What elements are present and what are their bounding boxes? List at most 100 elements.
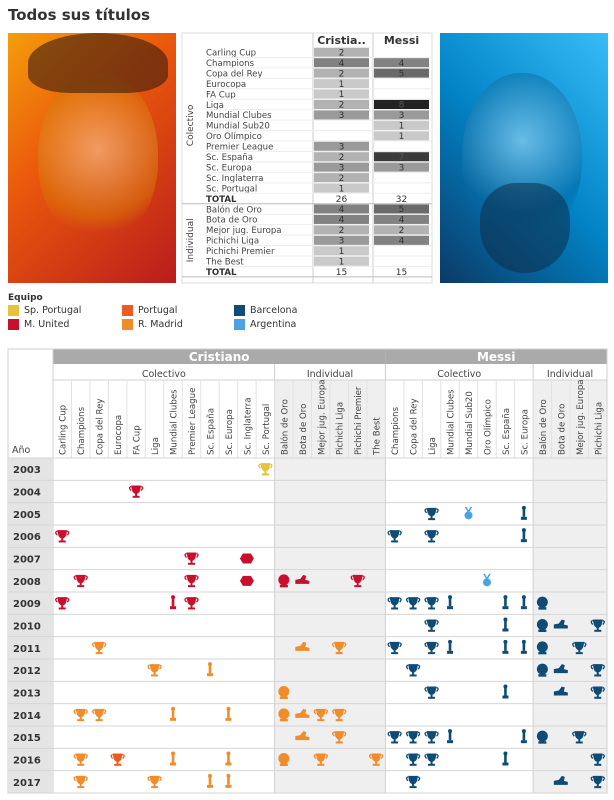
- cup-stem: [393, 739, 396, 742]
- cup-handles: [147, 664, 162, 670]
- cup-body: [371, 753, 382, 762]
- column-label: Sc. Europa: [520, 409, 530, 455]
- cup-body: [149, 664, 160, 673]
- trophy-icon: [590, 664, 605, 677]
- trophy-icon: [405, 753, 421, 766]
- trophy-icon: [225, 706, 232, 721]
- slim-mark: [171, 753, 175, 763]
- cup-body: [149, 775, 160, 785]
- trophy-icon: [332, 731, 347, 744]
- cup-body: [75, 574, 86, 584]
- trophy-icon: [73, 775, 88, 789]
- column-label: Champions: [77, 406, 87, 455]
- cup-body: [592, 619, 603, 628]
- summary-cell: [314, 141, 369, 151]
- summary-row-label: Sc. Europa: [206, 163, 252, 173]
- cup-base: [391, 540, 399, 543]
- cup-base: [261, 473, 269, 476]
- column-label: Copa del Rey: [410, 398, 420, 455]
- column-label: The Best: [373, 417, 383, 456]
- year-label: 2003: [13, 465, 41, 476]
- trophy-icon: [55, 597, 70, 610]
- column-label: Sc. Europa: [225, 409, 235, 455]
- cup-handles: [184, 552, 199, 558]
- player-header-messi: Messi: [477, 350, 515, 364]
- column-label: Liga: [151, 437, 161, 455]
- trophy-icon: [405, 664, 421, 677]
- summary-cell-value: 1: [399, 132, 405, 142]
- slim-base: [225, 717, 232, 721]
- summary-row-label: FA Cup: [206, 90, 236, 100]
- player-header-bg: [53, 349, 386, 364]
- year-cell: [8, 458, 53, 481]
- summary-cell: [374, 120, 429, 130]
- trophy-icon: [170, 595, 177, 610]
- cup-base: [409, 786, 417, 789]
- cup-body: [574, 641, 585, 651]
- trophy-icon: [424, 731, 439, 744]
- cup-stem: [412, 761, 415, 764]
- column-label: Pichichi Liga: [594, 402, 604, 455]
- cup-handles: [55, 597, 70, 603]
- summary-row-label: Pichichi Premier: [206, 247, 275, 257]
- medal-ribbon: [483, 573, 491, 581]
- summary-cell-value: 1: [339, 247, 345, 257]
- summary-cell-value: 5: [399, 69, 405, 79]
- cup-stem: [393, 649, 396, 653]
- year-cell: [8, 525, 53, 548]
- year-label: 2004: [13, 488, 41, 499]
- summary-cell-value: 4: [339, 205, 345, 215]
- trophy-icon: [447, 729, 454, 744]
- summary-row-label: Pichichi Liga: [206, 237, 259, 247]
- slim-base: [170, 762, 177, 766]
- trophy-icon: [590, 686, 605, 699]
- cup-stem: [393, 538, 396, 541]
- legend-item: Sp. Portugal: [8, 305, 81, 316]
- year-label: 2012: [13, 666, 41, 677]
- legend-title: Equipo: [8, 293, 43, 303]
- cup-handles: [424, 686, 439, 692]
- ball-mark: [536, 730, 548, 742]
- year-cell: [8, 748, 53, 771]
- trophy-icon: [73, 574, 88, 588]
- summary-cell-value: 2: [339, 69, 345, 79]
- slim-mark: [227, 775, 230, 785]
- trophy-icon: [387, 597, 402, 610]
- summary-cell: [314, 183, 369, 193]
- slim-mark: [448, 597, 452, 607]
- summary-cell: [314, 173, 369, 183]
- trophy-icon: [295, 708, 310, 718]
- slim-mark: [448, 641, 452, 651]
- trophy-icon: [536, 619, 548, 632]
- cup-base: [95, 652, 103, 655]
- cup-base: [391, 607, 399, 610]
- cup-handles: [405, 731, 421, 737]
- cup-base: [575, 741, 583, 744]
- column-label: Sc. Inglaterra: [243, 397, 253, 455]
- trophy-icon: [520, 595, 527, 610]
- trophy-icon: [206, 773, 213, 788]
- trophy-icon: [520, 505, 527, 520]
- cup-base: [188, 562, 195, 565]
- cup-body: [408, 664, 419, 673]
- legend-label: M. United: [24, 319, 70, 330]
- column-label: Bota de Oro: [299, 404, 309, 455]
- cup-handles: [590, 753, 605, 759]
- slim-base: [502, 606, 509, 610]
- summary-row-label: Bota de Oro: [206, 216, 257, 226]
- cup-handles: [92, 642, 107, 648]
- cup-handles: [258, 463, 273, 469]
- trophy-icon: [502, 684, 509, 699]
- summary-cell: [314, 162, 369, 172]
- ball-base: [279, 763, 288, 766]
- trophy-icon: [520, 528, 527, 543]
- trophy-icon: [447, 639, 454, 654]
- trophy-icon: [424, 753, 439, 766]
- boot-mark: [553, 664, 568, 674]
- summary-row-label: Premier League: [206, 143, 273, 153]
- slim-top: [503, 617, 508, 622]
- year-cell: [8, 592, 53, 615]
- trophy-icon: [147, 775, 162, 789]
- trophy-icon: [55, 530, 70, 543]
